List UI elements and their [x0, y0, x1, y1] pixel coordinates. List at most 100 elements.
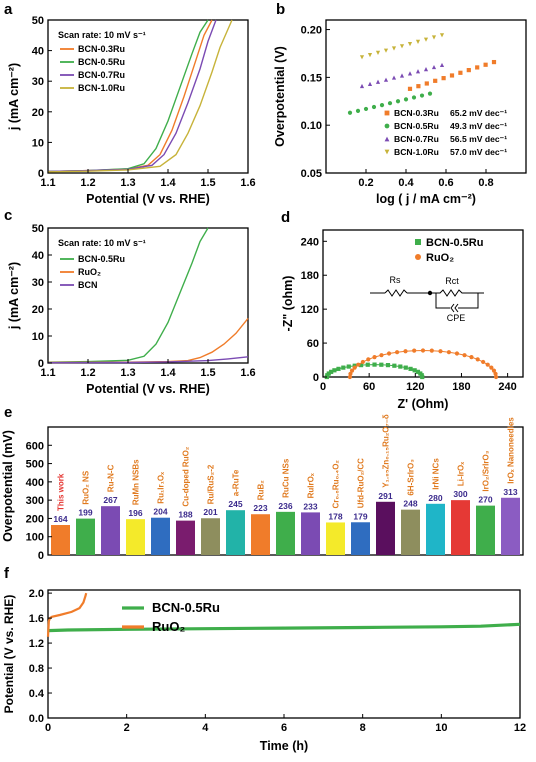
y-tick-label: 40 — [32, 46, 44, 58]
data-point-1 — [427, 91, 433, 96]
data-point-0 — [415, 369, 421, 374]
x-tick-label: 1.6 — [240, 177, 255, 189]
bar-value-label: 267 — [103, 495, 117, 505]
data-point-1 — [489, 365, 494, 370]
data-point-2 — [375, 79, 381, 84]
x-axis-label: Time (h) — [260, 739, 308, 753]
legend-entry: BCN-1.0Ru — [78, 83, 125, 93]
data-point-1 — [371, 104, 377, 110]
bar-6 — [201, 518, 220, 555]
data-point-1 — [446, 350, 452, 355]
data-point-0 — [420, 374, 425, 380]
y-tick-label: 2.0 — [29, 588, 44, 600]
data-point-0 — [441, 76, 446, 81]
bar-value-label: 201 — [203, 507, 217, 517]
data-point-1 — [429, 348, 434, 353]
y-axis-label: Overpotential (V) — [273, 46, 287, 147]
data-point-2 — [359, 83, 365, 89]
data-point-1 — [394, 350, 400, 355]
y-tick-label: 0.05 — [301, 168, 322, 180]
bar-2 — [101, 506, 120, 555]
data-point-1 — [493, 374, 499, 380]
bar-category-label: Ru₁Ir₁Oₓ — [157, 472, 166, 504]
legend-entry: BCN — [78, 280, 98, 290]
legend-entry: BCN-0.5Ru — [78, 57, 125, 67]
data-point-3 — [383, 48, 389, 53]
series-line-2 — [47, 356, 249, 364]
y-tick-label: 240 — [301, 236, 319, 248]
x-tick-label: 0 — [45, 722, 51, 734]
legend-slope: 57.0 mV dec⁻¹ — [450, 147, 507, 157]
data-point-2 — [367, 81, 373, 86]
legend-entry: BCN-0.7Ru — [78, 70, 125, 80]
panel-d-frame — [322, 229, 524, 378]
bar-category-label: IrO₂/SrIrO₃ — [482, 450, 491, 491]
bar-value-label: 270 — [478, 495, 492, 505]
x-axis-label: Potential (V vs. RHE) — [86, 192, 210, 206]
legend-entry: BCN-0.5Ru — [394, 121, 439, 131]
x-tick-label: 0.2 — [358, 177, 373, 189]
data-point-3 — [415, 39, 421, 44]
data-point-0 — [392, 363, 397, 368]
data-point-1 — [363, 106, 369, 112]
y-tick-label: 500 — [26, 459, 44, 471]
y-tick-label: 0.0 — [29, 713, 44, 725]
data-point-1 — [491, 368, 497, 373]
cpe-element — [435, 293, 479, 313]
x-tick-label: 1.1 — [40, 367, 55, 379]
data-point-1 — [411, 95, 417, 100]
x-tick-label: 4 — [202, 722, 209, 734]
y-tick-label: 20 — [32, 107, 44, 119]
data-point-0 — [412, 368, 417, 373]
y-tick-label: 0.8 — [29, 663, 44, 675]
data-point-1 — [403, 349, 408, 354]
legend-entry: BCN-0.5Ru — [426, 237, 483, 249]
data-point-3 — [359, 55, 365, 60]
x-tick-label: 0 — [320, 381, 326, 393]
y-tick-label: 0.20 — [301, 25, 322, 37]
legend-slope: 49.3 mV dec⁻¹ — [450, 121, 507, 131]
bar-category-label: RuIrOₓ — [307, 473, 316, 498]
y-tick-label: 300 — [26, 495, 44, 507]
y-tick-label: 1.2 — [29, 638, 44, 650]
circuit-label-rs: Rs — [390, 275, 401, 285]
data-point-0 — [341, 365, 346, 370]
bar-value-label: 300 — [453, 489, 467, 499]
x-tick-label: 0.8 — [478, 177, 493, 189]
bar-category-label: This work — [57, 473, 66, 511]
bar-category-label: RuCu NSs — [282, 458, 291, 498]
data-point-1 — [352, 365, 357, 370]
data-point-2 — [431, 64, 437, 70]
legend-entry: RuO₂ — [426, 252, 454, 264]
resistor-rct — [430, 289, 484, 297]
x-tick-label: 1.1 — [40, 177, 55, 189]
bar-value-label: 188 — [178, 510, 192, 520]
data-point-0 — [365, 362, 370, 367]
data-point-1 — [379, 353, 384, 358]
bar-16 — [451, 500, 470, 555]
data-point-0 — [424, 81, 429, 86]
legend-entry: BCN-0.5Ru — [78, 254, 125, 264]
data-point-1 — [475, 357, 480, 362]
fit-line-1 — [349, 349, 497, 378]
panel-label: e — [4, 404, 12, 421]
panel-label: c — [4, 207, 12, 224]
bar-5 — [176, 520, 195, 555]
x-tick-label: 1.6 — [240, 367, 255, 379]
data-point-0 — [332, 368, 337, 373]
bar-value-label: 178 — [328, 511, 342, 521]
y-tick-label: 0 — [38, 168, 44, 180]
y-tick-label: 400 — [26, 477, 44, 489]
data-point-3 — [375, 50, 381, 55]
data-point-0 — [372, 362, 377, 367]
panel-b-frame — [325, 19, 527, 174]
x-tick-label: 10 — [435, 722, 447, 734]
y-tick-label: 0 — [38, 358, 44, 370]
panel-label: d — [281, 209, 290, 226]
bar-4 — [151, 517, 170, 555]
bar-category-label: Y₁.₈₅Zn₀.₁₅Ru₂O₇₋δ — [382, 414, 391, 488]
data-point-0 — [433, 78, 438, 83]
data-point-1 — [481, 359, 486, 365]
x-tick-label: 60 — [363, 381, 375, 393]
